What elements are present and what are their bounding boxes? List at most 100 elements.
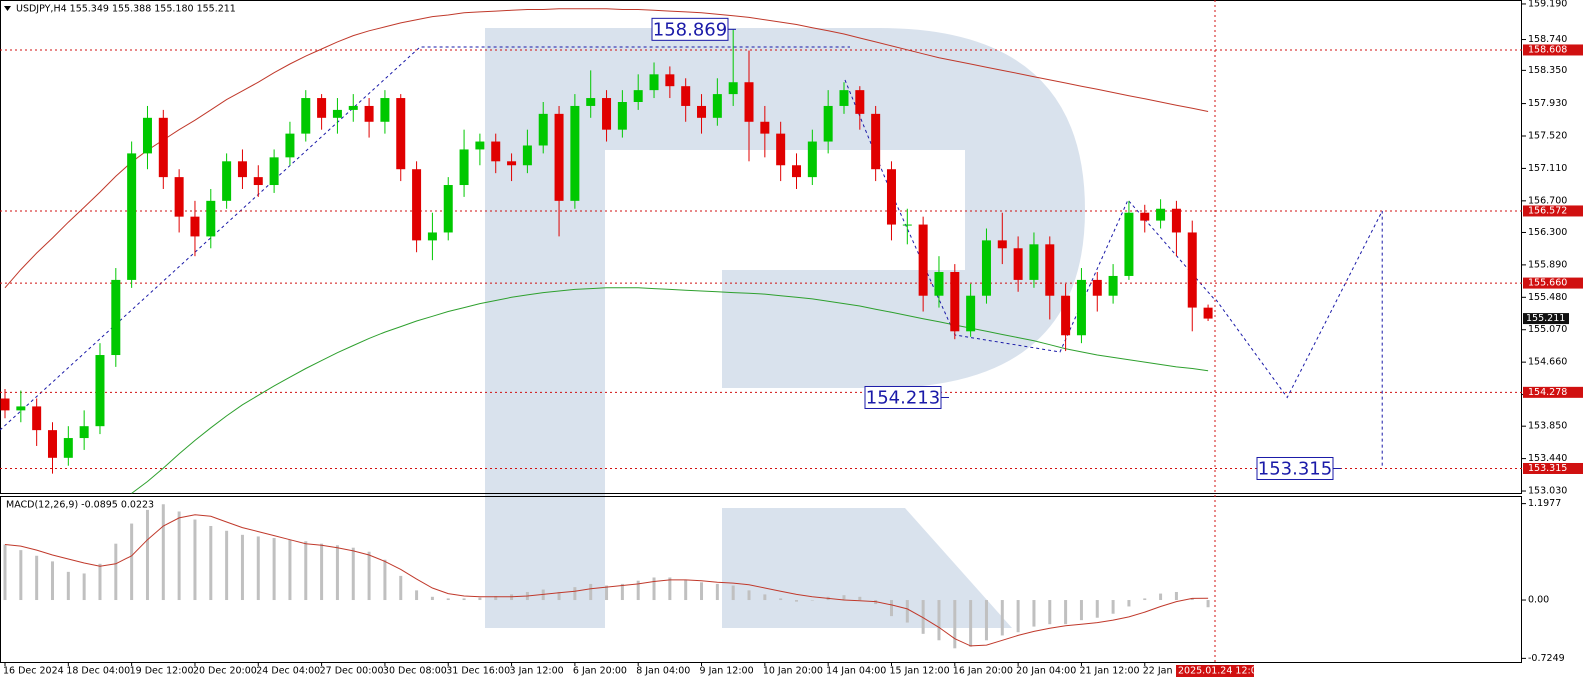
macd-bar [1143,598,1147,601]
x-tick-label: 20 Dec 20:00 [193,666,257,677]
watermark [485,28,1085,628]
level-label: 154.278 [1528,387,1567,398]
macd-bar [557,591,561,601]
level-label-box [1523,44,1583,56]
candle-body [32,406,42,431]
macd-bar [668,577,672,601]
macd-bar [494,596,498,601]
y-tick-label: 155.890 [1528,259,1567,270]
candle-body [348,105,358,110]
candle-body [158,117,168,178]
candle-body [1045,244,1055,296]
macd-bar [715,583,719,601]
candle-body [127,153,137,280]
macd-bar [82,573,86,601]
candle-body [269,157,279,186]
macd-bar [795,600,798,602]
macd-bar [240,534,244,601]
macd-bar [684,579,688,601]
candle-body [142,117,152,154]
macd-bar [193,519,197,601]
y-tick-label: 154.660 [1528,357,1567,368]
y-tick-label: 1.1977 [1528,498,1561,509]
x-tick-label: 10 Jan 20:00 [763,666,823,677]
x-tick-label: 21 Jan 12:00 [1079,666,1139,677]
annotation-label: 153.315 [1258,458,1332,479]
macd-bar [66,571,70,601]
candle-body [63,438,73,458]
macd-bar [177,511,181,601]
candle-body [507,161,517,166]
macd-bar [399,575,403,601]
candle-body [807,141,817,178]
macd-bar [1095,600,1099,618]
candle-body [237,161,247,178]
main-panel [0,0,1522,494]
x-tick-label: 16 Jan 20:00 [953,666,1013,677]
macd-bar [1032,600,1036,627]
forecast-line [1215,210,1383,469]
candle-body [1013,248,1023,280]
macd-bar [35,555,39,601]
candle-body [380,98,390,122]
candle-body [190,216,200,237]
macd-bar [858,596,862,601]
macd-bar [1159,593,1163,601]
candle-body [760,121,770,134]
candle-body [649,74,659,91]
macd-bar [351,547,355,601]
level-label-box [1523,462,1583,474]
candle-body [459,149,469,186]
chart-title: USDJPY,H4 155.349 155.388 155.180 155.21… [16,4,236,15]
y-tick-label: 156.300 [1528,227,1567,238]
macd-bar [1206,600,1210,608]
candle-body [174,177,184,217]
macd-bar [1174,591,1178,601]
y-tick-label: 158.740 [1528,34,1567,45]
candle-body [586,98,596,106]
macd-bar [1111,600,1115,614]
macd-bar [320,543,324,601]
macd-bar [1079,600,1083,621]
macd-bar [225,530,229,601]
candle-body [554,113,564,201]
candle-body [412,169,422,241]
y-tick-label: 153.030 [1528,486,1567,497]
level-label-box [1523,386,1583,398]
current-price-label: 155.211 [1526,313,1565,324]
macd-bar [921,600,925,634]
x-tick-label: 3 Jan 12:00 [510,666,564,677]
candle-body [1076,279,1086,336]
candle-body [1140,212,1150,221]
x-tick-label: 27 Dec 00:00 [320,666,384,677]
candle-body [95,355,105,427]
macd-bar [842,595,846,601]
macd-bar [288,539,292,601]
moving-average [131,287,1209,494]
candle-body [47,430,57,458]
candle-body [776,133,786,166]
macd-bar [19,550,23,601]
y-tick-label: 0.00 [1528,595,1549,606]
moving-average [4,8,1209,289]
candle-body [570,105,580,201]
y-tick-label: 155.070 [1528,324,1567,335]
watermark-logo [485,28,1085,628]
candle-body [839,90,849,106]
macd-bar [335,545,339,601]
macd-bar [1016,600,1020,633]
macd-bar [3,544,7,601]
macd-bar [50,561,54,601]
candle-body [364,105,374,122]
candle-body [855,90,865,114]
macd-bar [700,582,704,601]
macd-bar [763,594,767,601]
candle-body [522,145,532,166]
candle-body [950,272,960,332]
candle-body [1108,275,1118,296]
macd-bar [969,600,973,647]
x-tick-label: 22 Jan 20:00 [1143,666,1203,677]
level-label-box [1523,277,1583,289]
candle-body [1171,208,1181,233]
x-tick-label: 30 Dec 08:00 [383,666,447,677]
